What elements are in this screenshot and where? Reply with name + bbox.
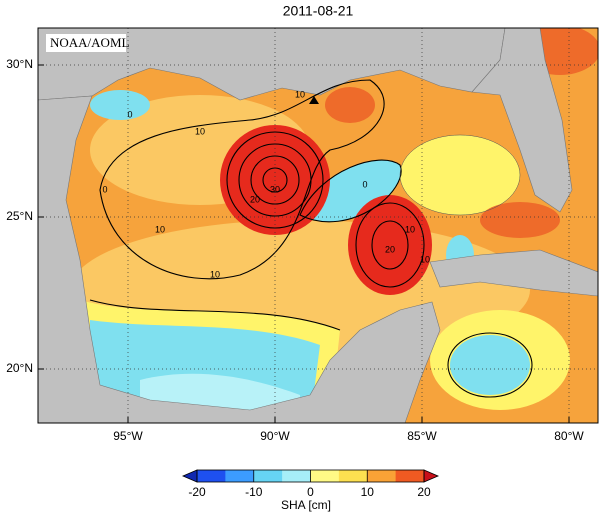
contour-label: 30 [270, 184, 280, 194]
contour-label: 0 [102, 184, 107, 194]
colorbar-swatch [367, 470, 397, 482]
title: 2011-08-21 [283, 3, 354, 19]
colorbar-extend [423, 469, 440, 483]
x-tick-label: 95°W [113, 429, 143, 443]
field [400, 135, 520, 215]
land [38, 28, 598, 423]
colorbar-tick-label: 0 [307, 485, 314, 499]
colorbar-swatch [282, 470, 311, 482]
colorbar-swatch [225, 470, 255, 482]
contour-label: 0 [362, 179, 367, 189]
contour-label: 0 [127, 109, 132, 119]
contour-label: 10 [155, 224, 165, 234]
colorbar-swatch [253, 470, 283, 482]
colorbar-extend [181, 469, 198, 483]
y-tick-label: 25°N [6, 209, 33, 223]
contour-label: 10 [295, 89, 305, 99]
colorbar-label: SHA [cm] [281, 498, 331, 512]
map-frame [37, 27, 599, 424]
x-tick-label: 80°W [554, 429, 584, 443]
x-tick-label: 85°W [407, 429, 437, 443]
colorbar-tick-label: -20 [188, 485, 206, 499]
colorbar-swatch [310, 470, 340, 482]
contour-label: 20 [250, 194, 260, 204]
eddy [348, 195, 432, 295]
eddy [480, 202, 560, 238]
contour-label: 10 [420, 254, 430, 264]
credit-box [46, 34, 126, 52]
field [90, 90, 150, 120]
contour-label: 10 [210, 269, 220, 279]
credit: NOAA/AOML [50, 35, 130, 50]
eddy [325, 87, 375, 123]
field [450, 335, 530, 395]
contour-label: 10 [405, 224, 415, 234]
contour-label: 20 [385, 244, 395, 254]
colorbar-tick-label: 20 [417, 485, 431, 499]
colorbar-swatch [338, 470, 368, 482]
y-tick-label: 20°N [6, 361, 33, 375]
station-marker [309, 96, 319, 104]
map-area: 0 10 10 0 10 20 30 10 0 10 20 10 [38, 28, 598, 423]
colorbar-tick-label: 10 [361, 485, 375, 499]
x-tick-label: 90°W [260, 429, 290, 443]
contour-label: 10 [195, 126, 205, 136]
colorbar-tick-label: -10 [245, 485, 263, 499]
y-tick-label: 30°N [6, 57, 33, 71]
colorbar-swatch [395, 470, 425, 482]
colorbar-swatch [197, 470, 226, 482]
